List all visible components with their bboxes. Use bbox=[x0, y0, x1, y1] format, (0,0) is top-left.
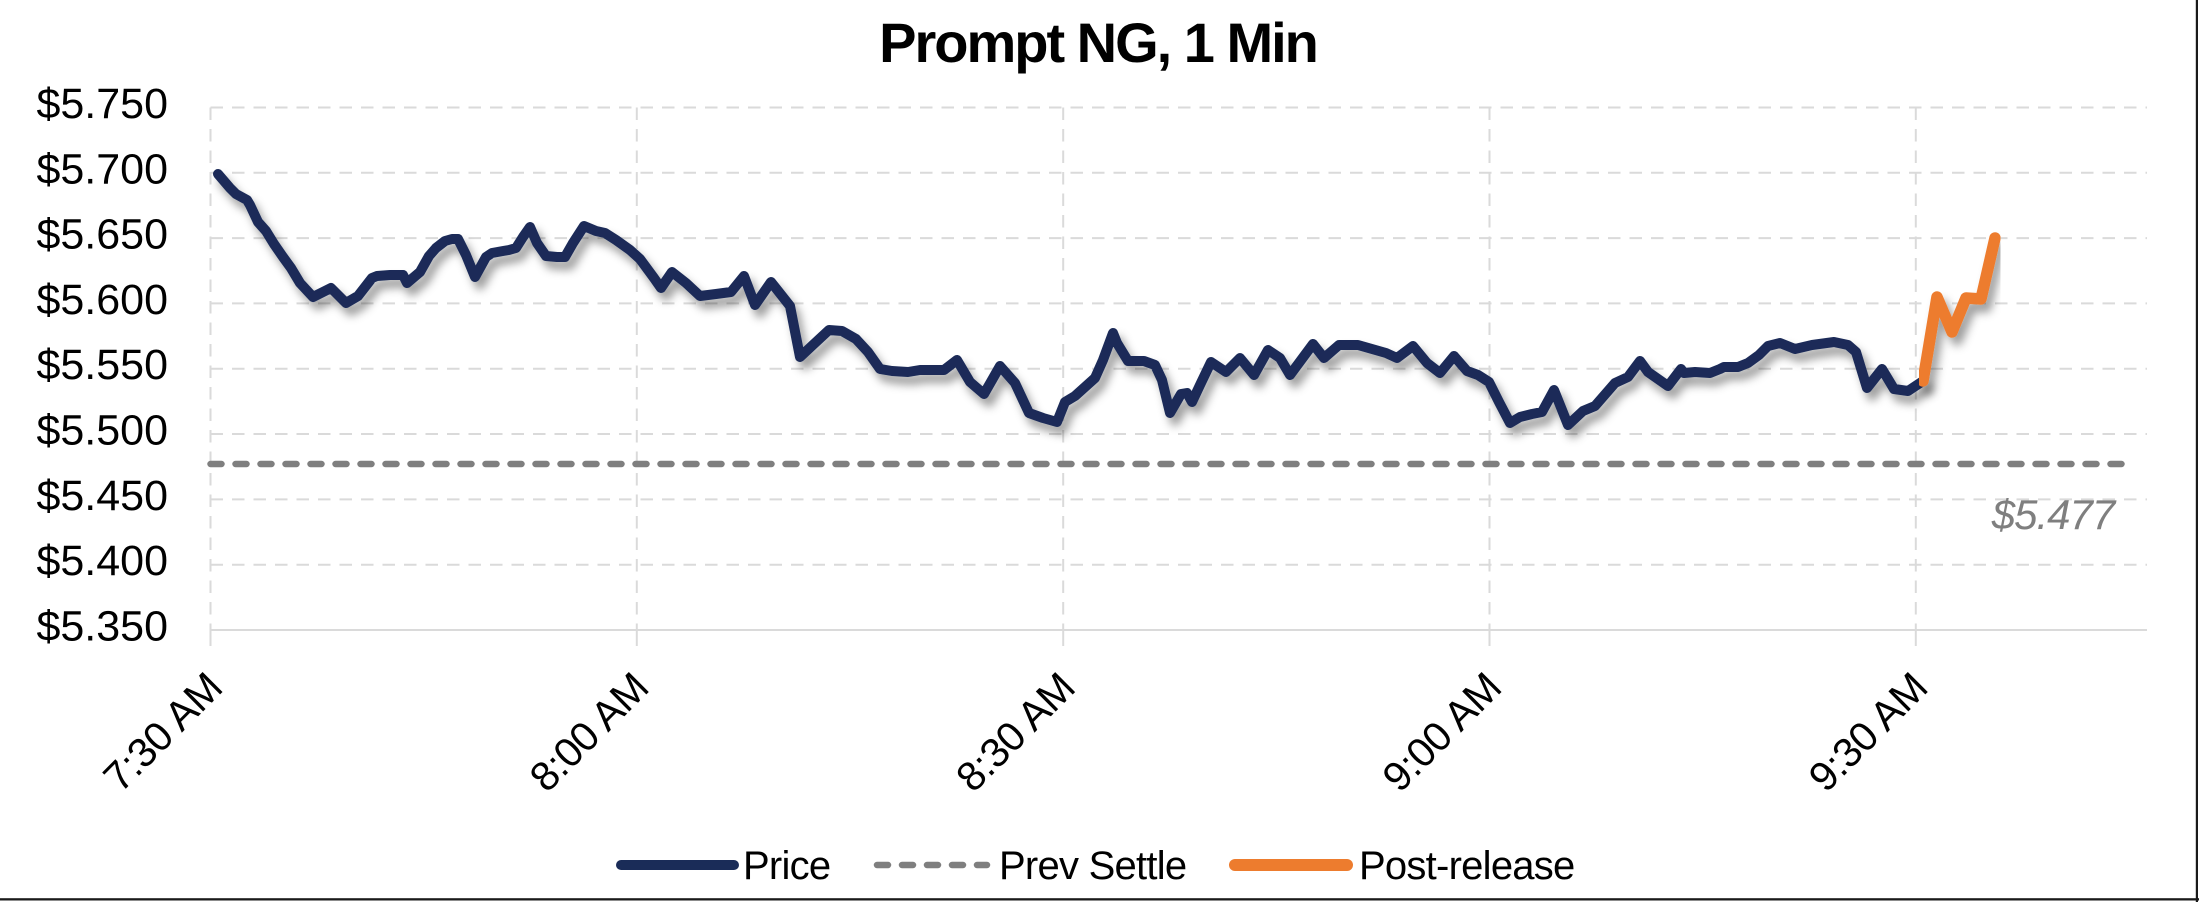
svg-text:Post-release: Post-release bbox=[1359, 844, 1575, 888]
svg-text:$5.350: $5.350 bbox=[36, 603, 168, 651]
svg-text:$5.400: $5.400 bbox=[36, 537, 168, 585]
svg-text:$5.650: $5.650 bbox=[36, 211, 168, 259]
svg-text:$5.477: $5.477 bbox=[1991, 491, 2117, 538]
svg-text:$5.750: $5.750 bbox=[36, 80, 168, 128]
svg-text:$5.500: $5.500 bbox=[36, 407, 168, 455]
svg-text:Prompt NG, 1 Min: Prompt NG, 1 Min bbox=[879, 11, 1317, 74]
svg-text:Prev Settle: Prev Settle bbox=[999, 844, 1186, 888]
svg-text:$5.450: $5.450 bbox=[36, 472, 168, 520]
svg-text:$5.700: $5.700 bbox=[36, 145, 168, 193]
svg-text:$5.550: $5.550 bbox=[36, 341, 168, 389]
svg-text:$5.600: $5.600 bbox=[36, 276, 168, 324]
svg-text:Price: Price bbox=[743, 844, 830, 888]
